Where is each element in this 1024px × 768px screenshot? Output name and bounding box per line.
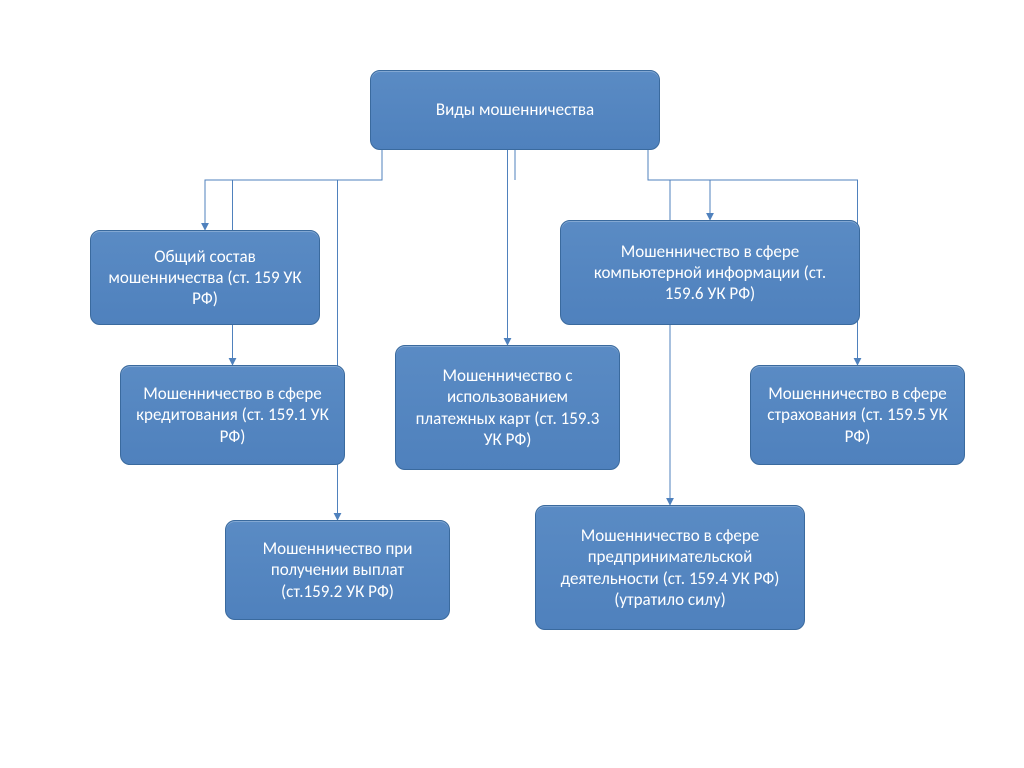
node-159-6: Мошенничество в сфере компьютерной инфор… [560, 220, 860, 325]
node-159-4: Мошенничество в сфере предпринимательско… [535, 505, 805, 630]
node-label: Мошенничество в сфере страхования (ст. 1… [765, 383, 950, 447]
node-label: Мошенничество в сфере предпринимательско… [550, 525, 790, 610]
node-159-1: Мошенничество в сфере кредитования (ст. … [120, 365, 345, 465]
node-159-5: Мошенничество в сфере страхования (ст. 1… [750, 365, 965, 465]
node-label: Мошенничество при получении выплат (ст.1… [240, 538, 435, 602]
node-159: Общий состав мошенничества (ст. 159 УК Р… [90, 230, 320, 325]
node-label: Мошенничество в сфере компьютерной инфор… [575, 241, 845, 305]
node-159-2: Мошенничество при получении выплат (ст.1… [225, 520, 450, 620]
node-label: Общий состав мошенничества (ст. 159 УК Р… [105, 246, 305, 310]
node-label: Мошенничество с использованием платежных… [410, 365, 605, 450]
node-root: Виды мошенничества [370, 70, 660, 150]
node-159-3: Мошенничество с использованием платежных… [395, 345, 620, 470]
node-label: Виды мошенничества [436, 99, 594, 120]
node-label: Мошенничество в сфере кредитования (ст. … [135, 383, 330, 447]
